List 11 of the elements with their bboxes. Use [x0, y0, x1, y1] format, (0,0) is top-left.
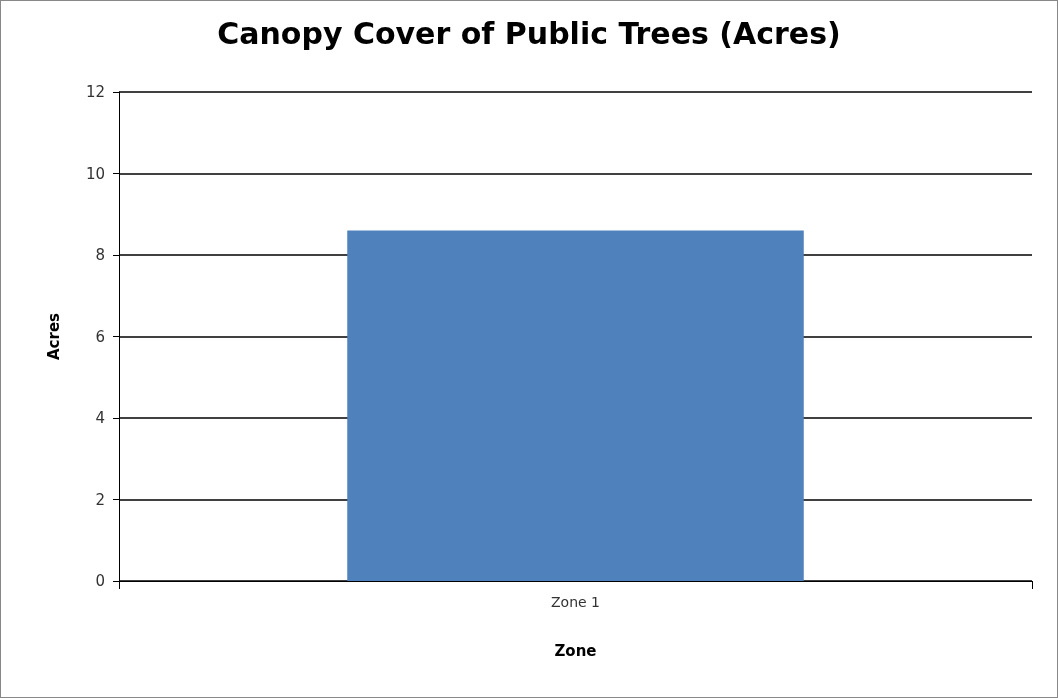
x-tick-label: Zone 1: [551, 594, 600, 610]
y-tick-label: 4: [95, 409, 105, 427]
y-tick-label: 10: [85, 164, 105, 183]
chart-title: Canopy Cover of Public Trees (Acres): [217, 15, 841, 51]
y-axis-title: Acres: [44, 312, 63, 360]
x-axis-title: Zone: [554, 641, 597, 660]
y-tick-label: 8: [95, 246, 105, 264]
y-tick-label: 0: [95, 572, 105, 590]
y-tick-label: 12: [85, 83, 105, 101]
y-tick-label: 2: [95, 490, 105, 509]
y-tick-label: 6: [95, 327, 105, 346]
